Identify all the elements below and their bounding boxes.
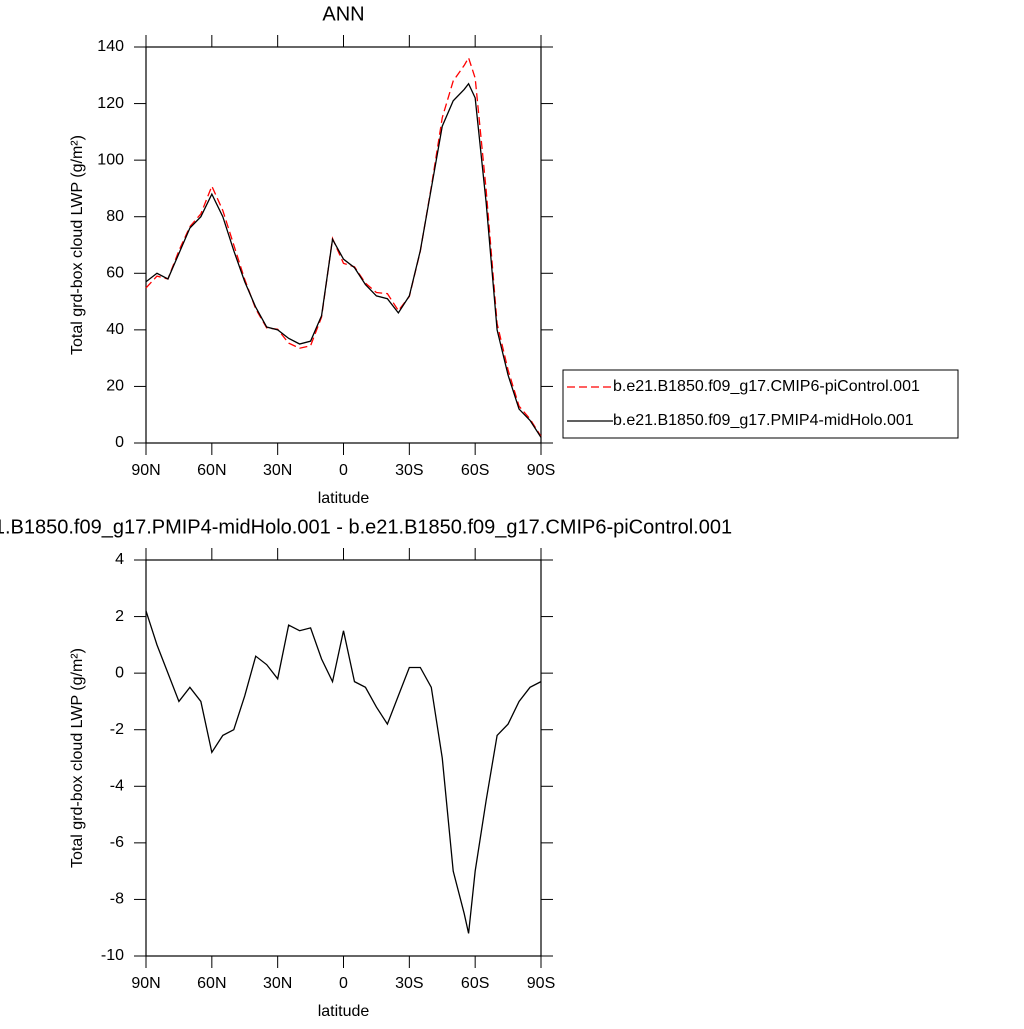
chart-title: b.e21.B1850.f09_g17.PMIP4-midHolo.001 - … xyxy=(0,516,732,538)
y-tick-label: -2 xyxy=(110,721,124,738)
y-tick-label: 0 xyxy=(115,434,124,451)
y-tick-label: 120 xyxy=(97,95,124,112)
y-tick-label: 60 xyxy=(106,265,124,282)
x-tick-label: 30S xyxy=(395,975,423,992)
x-tick-label: 60N xyxy=(197,975,226,992)
x-tick-label: 0 xyxy=(339,975,348,992)
legend-label: b.e21.B1850.f09_g17.CMIP6-piControl.001 xyxy=(613,378,920,395)
y-tick-label: 140 xyxy=(97,38,124,55)
data-line xyxy=(145,610,542,934)
plot-frame xyxy=(145,559,542,957)
x-tick-label: 90S xyxy=(527,975,555,992)
plot-frame xyxy=(145,46,542,444)
y-tick-label: 80 xyxy=(106,208,124,225)
y-tick-label: -10 xyxy=(101,947,124,964)
y-axis-label: Total grd-box cloud LWP (g/m²) xyxy=(69,135,86,355)
data-line xyxy=(145,56,542,437)
y-tick-label: 40 xyxy=(106,321,124,338)
y-tick-label: -6 xyxy=(110,834,124,851)
chart-title: ANN xyxy=(322,3,364,25)
legend-label: b.e21.B1850.f09_g17.PMIP4-midHolo.001 xyxy=(613,412,914,429)
x-tick-label: 90N xyxy=(131,462,160,479)
x-tick-label: 30N xyxy=(263,975,292,992)
y-tick-label: 2 xyxy=(115,608,124,625)
x-axis-label: latitude xyxy=(318,490,370,507)
x-tick-label: 30S xyxy=(395,462,423,479)
y-tick-label: 4 xyxy=(115,551,124,568)
y-axis-label: Total grd-box cloud LWP (g/m²) xyxy=(69,648,86,868)
x-tick-label: 90S xyxy=(527,462,555,479)
legend-box xyxy=(562,369,959,439)
y-tick-label: -8 xyxy=(110,891,124,908)
y-tick-label: 20 xyxy=(106,378,124,395)
y-tick-label: 0 xyxy=(115,664,124,681)
y-tick-label: 100 xyxy=(97,151,124,168)
x-tick-label: 60S xyxy=(461,975,489,992)
x-tick-label: 0 xyxy=(339,462,348,479)
x-tick-label: 90N xyxy=(131,975,160,992)
y-tick-label: -4 xyxy=(110,778,124,795)
x-tick-label: 60S xyxy=(461,462,489,479)
x-tick-label: 30N xyxy=(263,462,292,479)
x-tick-label: 60N xyxy=(197,462,226,479)
data-line xyxy=(145,82,542,438)
x-axis-label: latitude xyxy=(318,1003,370,1020)
